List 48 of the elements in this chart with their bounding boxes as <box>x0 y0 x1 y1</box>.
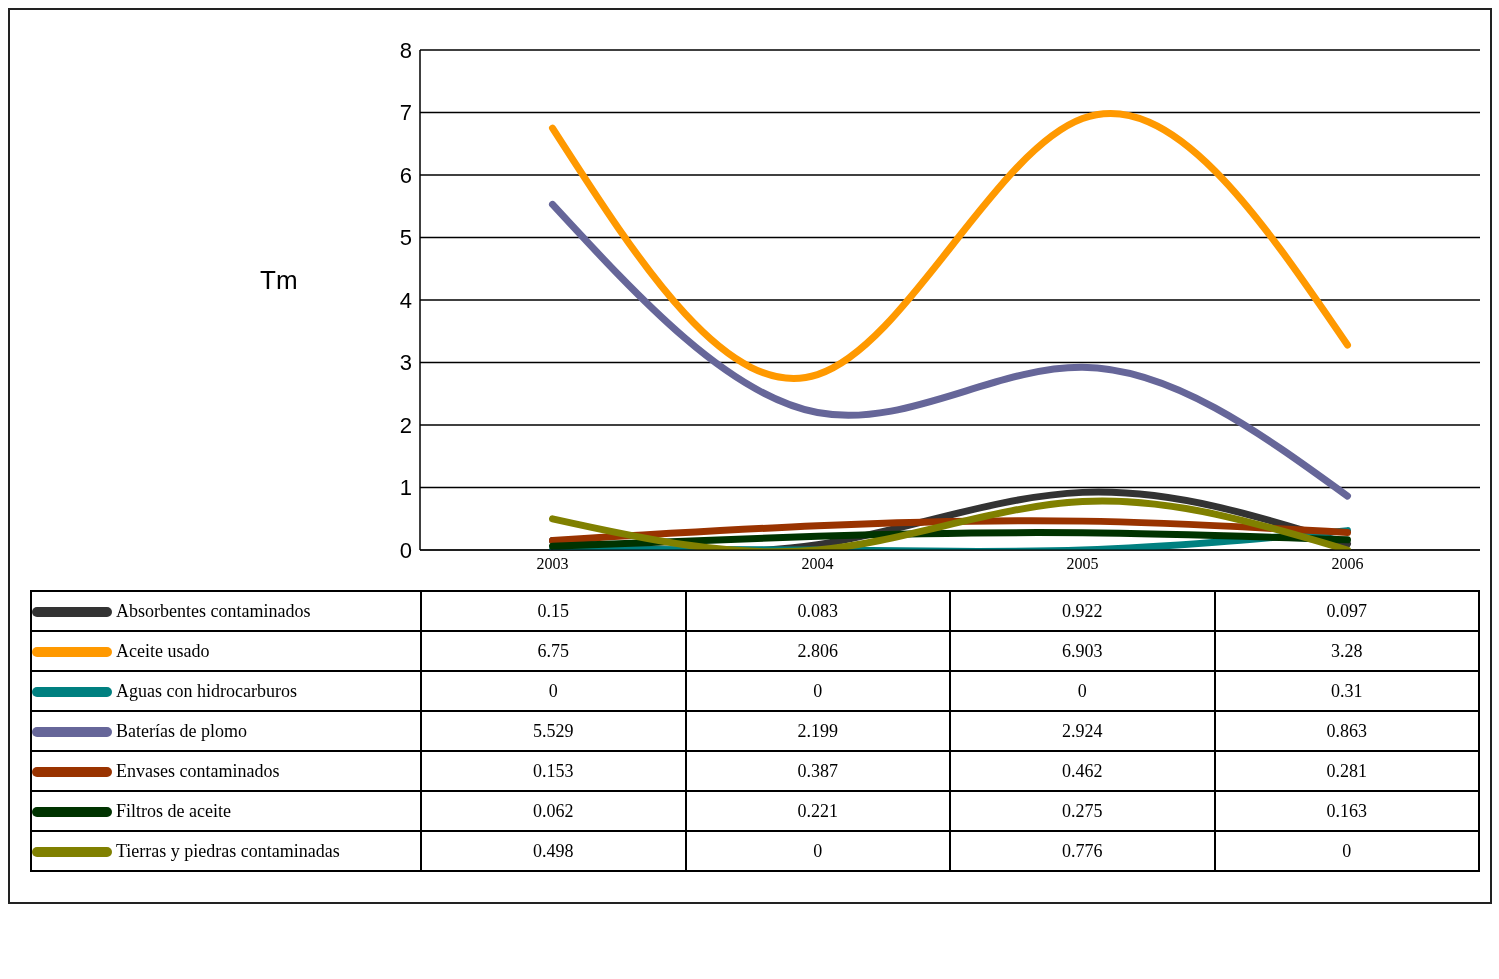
data-label: 0.462 <box>950 751 1215 791</box>
data-label: 3.28 <box>1214 631 1479 671</box>
legend-label: Aceite usado <box>116 640 210 661</box>
data-label: 0 <box>1214 831 1479 871</box>
y-tick-label: 2 <box>399 412 412 438</box>
data-label: 0.221 <box>685 791 950 831</box>
data-label: 0.15 <box>421 591 686 631</box>
y-tick-label: 5 <box>399 225 412 251</box>
y-tick-label: 0 <box>399 537 412 563</box>
data-label: 0.281 <box>1214 751 1479 791</box>
x-tick-label: 2005 <box>1066 555 1099 573</box>
y-tick-label: 4 <box>399 287 412 313</box>
data-label: 0.922 <box>950 591 1215 631</box>
data-label: 0.387 <box>685 751 950 791</box>
data-label: 2.806 <box>685 631 950 671</box>
legend-label: Aguas con hidrocarburos <box>116 680 297 701</box>
data-label: 0.498 <box>421 831 686 871</box>
x-tick-label: 2006 <box>1331 555 1364 573</box>
data-label: 0.153 <box>421 751 686 791</box>
x-tick-label: 2004 <box>801 555 834 573</box>
y-tick-label: 7 <box>399 100 412 126</box>
legend-label: Filtros de aceite <box>116 800 231 821</box>
y-tick-label: 1 <box>399 475 412 501</box>
data-label: 0.062 <box>421 791 686 831</box>
data-label: 0.275 <box>950 791 1215 831</box>
y-tick-label: 8 <box>399 37 412 63</box>
data-label: 0 <box>685 671 950 711</box>
y-tick-label: 6 <box>399 162 412 188</box>
data-label: 0.776 <box>950 831 1215 871</box>
data-label: 0 <box>950 671 1215 711</box>
legend-label: Baterías de plomo <box>116 720 247 741</box>
legend-label: Envases contaminados <box>116 760 280 781</box>
y-axis-title: Tm <box>260 265 298 296</box>
data-label: 6.75 <box>421 631 686 671</box>
data-label: 0.31 <box>1214 671 1479 711</box>
legend-label: Tierras y piedras contaminadas <box>116 840 340 861</box>
data-label: 0 <box>685 831 950 871</box>
data-label: 2.924 <box>950 711 1215 751</box>
data-label: 0.083 <box>685 591 950 631</box>
legend-label: Absorbentes contaminados <box>116 600 311 621</box>
data-label: 0.097 <box>1214 591 1479 631</box>
data-label: 5.529 <box>421 711 686 751</box>
data-label: 0.163 <box>1214 791 1479 831</box>
data-label: 6.903 <box>950 631 1215 671</box>
data-label: 0.863 <box>1214 711 1479 751</box>
x-tick-label: 2003 <box>536 555 569 573</box>
data-label: 2.199 <box>685 711 950 751</box>
y-tick-label: 3 <box>399 350 412 376</box>
